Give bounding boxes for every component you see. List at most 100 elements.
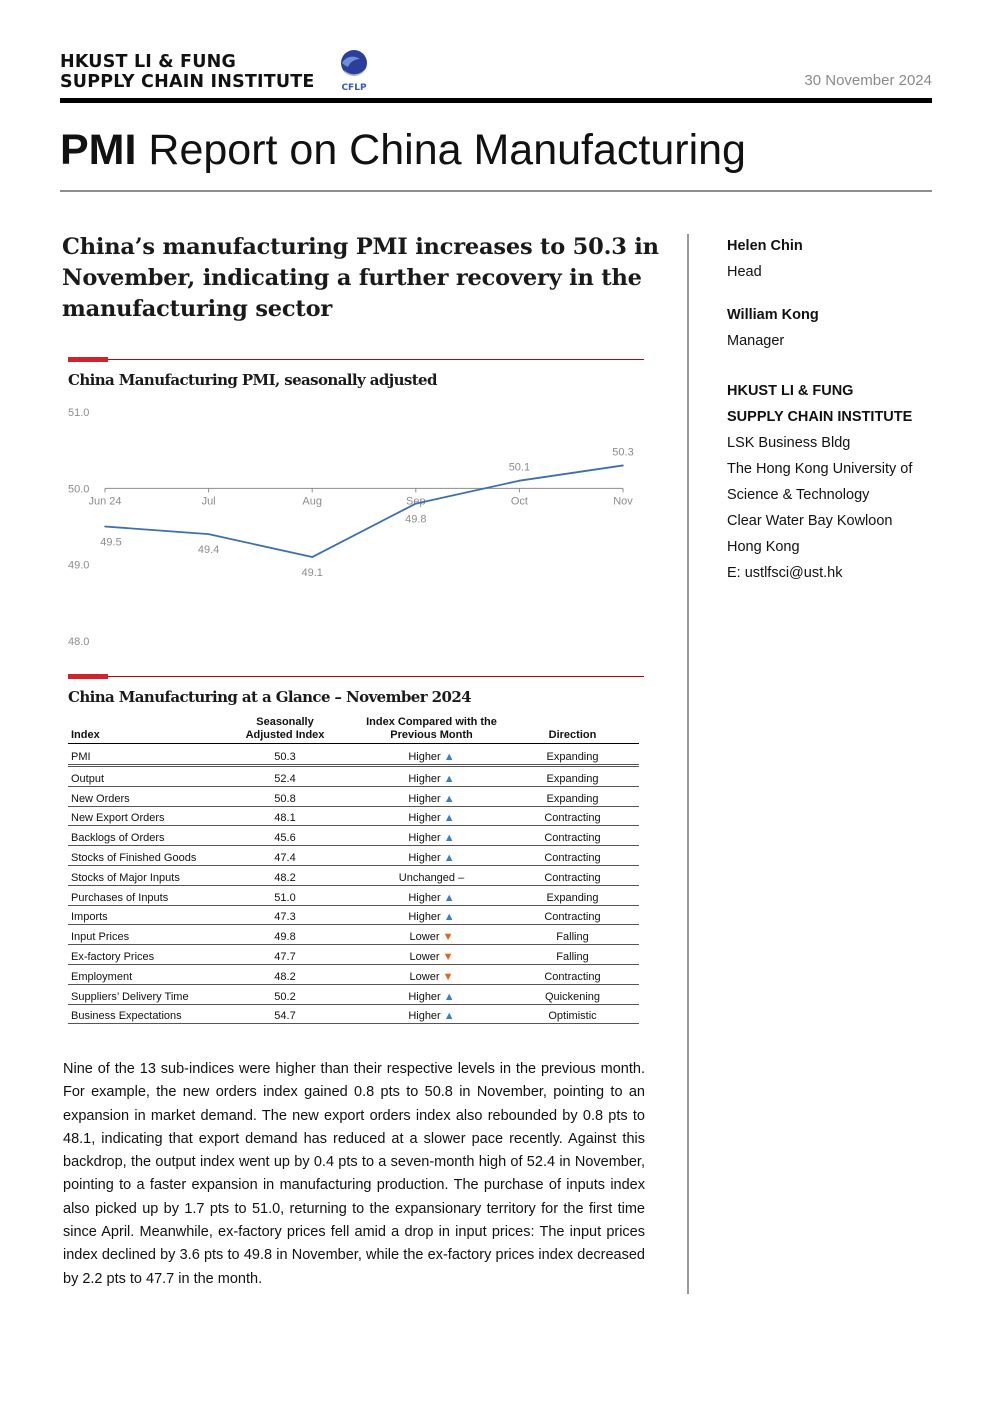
index-name-cell: New Export Orders xyxy=(68,806,213,827)
compare-cell: Lower ▼ xyxy=(357,944,506,965)
data-point xyxy=(311,556,313,558)
sidebar-org-line2: SUPPLY CHAIN INSTITUTE xyxy=(727,409,913,425)
index-name-cell: Ex-factory Prices xyxy=(68,944,213,965)
table-section-title: China Manufacturing at a Glance – Novemb… xyxy=(68,688,472,706)
direction-cell: Expanding xyxy=(506,743,639,767)
compare-cell: Lower ▼ xyxy=(357,964,506,985)
direction-cell: Contracting xyxy=(506,845,639,866)
index-value-cell: 48.1 xyxy=(213,806,357,827)
compare-cell: Higher ▲ xyxy=(357,765,506,787)
data-label: 49.8 xyxy=(405,514,426,526)
institute-name-line1: HKUST LI & FUNG xyxy=(60,52,237,72)
up-arrow-icon: ▲ xyxy=(443,911,455,924)
direction-cell: Contracting xyxy=(506,964,639,985)
index-value-cell: 48.2 xyxy=(213,964,357,985)
compare-text: Unchanged xyxy=(398,871,456,884)
direction-cell: Falling xyxy=(506,924,639,946)
index-name-cell: New Orders xyxy=(68,786,213,807)
index-name-cell: Imports xyxy=(68,905,213,926)
compare-cell: Unchanged – xyxy=(357,865,506,886)
up-arrow-icon: ▲ xyxy=(443,751,455,763)
report-title-bold: PMI xyxy=(60,126,137,174)
index-name-cell: PMI xyxy=(68,743,213,767)
report-title-rest: Report on China Manufacturing xyxy=(136,126,746,174)
table-row: Purchases of Inputs 51.0 Higher ▲ Expanding xyxy=(68,885,639,906)
direction-cell: Contracting xyxy=(506,825,639,847)
data-label: 50.3 xyxy=(612,446,633,458)
index-value-cell: 50.8 xyxy=(213,786,357,807)
compare-cell: Higher ▲ xyxy=(357,1004,506,1025)
compare-text: Lower xyxy=(409,970,440,983)
address-line-1: LSK Business Bldg xyxy=(727,435,851,451)
address-line-4: Clear Water Bay Kowloon xyxy=(727,513,893,529)
compare-text: Lower xyxy=(409,950,440,963)
table-row: Output 52.4 Higher ▲ Expanding xyxy=(68,765,639,787)
up-arrow-icon: ▲ xyxy=(443,812,455,825)
index-name-cell: Output xyxy=(68,765,213,787)
data-label: 50.1 xyxy=(509,462,530,474)
x-tick-label: Aug xyxy=(302,495,322,507)
table-header-row: Index Seasonally Adjusted Index Index Com… xyxy=(68,716,639,744)
col-header-sa-index: Seasonally Adjusted Index xyxy=(213,716,357,744)
index-value-cell: 47.3 xyxy=(213,905,357,926)
table-row: Ex-factory Prices 47.7 Lower ▼ Falling xyxy=(68,944,639,965)
y-tick-label: 49.0 xyxy=(68,560,89,572)
address-line-3: Science & Technology xyxy=(727,487,870,503)
up-arrow-icon: ▲ xyxy=(443,792,455,805)
contact2-title: Manager xyxy=(727,333,785,349)
index-value-cell: 45.6 xyxy=(213,825,357,847)
compare-text: Higher xyxy=(408,851,441,864)
down-arrow-icon: ▼ xyxy=(442,931,454,944)
down-arrow-icon: ▼ xyxy=(442,970,454,983)
compare-cell: Higher ▲ xyxy=(357,885,506,906)
header-rule xyxy=(60,98,932,103)
index-name-cell: Stocks of Major Inputs xyxy=(68,865,213,886)
compare-text: Lower xyxy=(409,931,440,944)
compare-cell: Lower ▼ xyxy=(357,924,506,946)
up-arrow-icon: ▲ xyxy=(443,851,455,864)
up-arrow-icon: ▲ xyxy=(443,891,455,904)
index-name-cell: Backlogs of Orders xyxy=(68,825,213,847)
data-point xyxy=(415,502,417,505)
headline: China’s manufacturing PMI increases to 5… xyxy=(62,234,659,322)
table-row: Stocks of Finished Goods 47.4 Higher ▲ Cont… xyxy=(68,845,639,866)
direction-cell: Expanding xyxy=(506,885,639,906)
address-line-5: Hong Kong xyxy=(727,539,800,555)
direction-cell: Expanding xyxy=(506,786,639,807)
table-row: Input Prices 49.8 Lower ▼ Falling xyxy=(68,924,639,946)
table-row: New Orders 50.8 Higher ▲ Expanding xyxy=(68,786,639,807)
cflp-logo-icon: CFLP xyxy=(341,50,367,93)
cflp-logo-text: CFLP xyxy=(341,83,366,93)
index-value-cell: 48.2 xyxy=(213,865,357,886)
compare-text: Higher xyxy=(408,1010,441,1023)
table-section-rule xyxy=(68,674,644,679)
table-row: Backlogs of Orders 45.6 Higher ▲ Contractin… xyxy=(68,825,639,847)
glance-table: Index Seasonally Adjusted Index Index Com… xyxy=(68,716,639,1025)
pmi-line-chart: 51.0 50.0 49.0 48.0 Jun 24 Jul Aug Sep Oct Nov 49.… xyxy=(68,407,634,648)
contact-email: E: ustlfsci@ust.hk xyxy=(727,565,843,581)
compare-cell: Higher ▲ xyxy=(357,845,506,866)
index-name-cell: Stocks of Finished Goods xyxy=(68,845,213,866)
compare-cell: Higher ▲ xyxy=(357,786,506,807)
down-arrow-icon: ▼ xyxy=(442,950,454,963)
report-date: 30 November 2024 xyxy=(804,72,932,89)
direction-cell: Contracting xyxy=(506,806,639,827)
data-label: 49.4 xyxy=(198,544,219,556)
compare-text: Higher xyxy=(408,891,441,904)
data-point xyxy=(518,479,521,482)
compare-text: Higher xyxy=(408,812,441,825)
chart-section-title: China Manufacturing PMI, seasonally adju… xyxy=(68,371,437,389)
up-arrow-icon: ▲ xyxy=(443,772,455,785)
y-tick-label: 51.0 xyxy=(68,407,89,419)
index-value-cell: 52.4 xyxy=(213,765,357,787)
contact2-name: William Kong xyxy=(727,307,819,323)
contact1-title: Head xyxy=(727,264,762,280)
data-label: 49.1 xyxy=(301,567,322,579)
table-row: Stocks of Major Inputs 48.2 Unchanged – Con… xyxy=(68,865,639,886)
col-header-compare: Index Compared with the Previous Month xyxy=(357,716,506,744)
report-title: PMI Report on China Manufacturing xyxy=(60,122,746,178)
compare-text: Higher xyxy=(408,911,441,924)
x-tick-label: Jul xyxy=(202,495,216,507)
index-value-cell: 51.0 xyxy=(213,885,357,906)
direction-cell: Falling xyxy=(506,944,639,965)
